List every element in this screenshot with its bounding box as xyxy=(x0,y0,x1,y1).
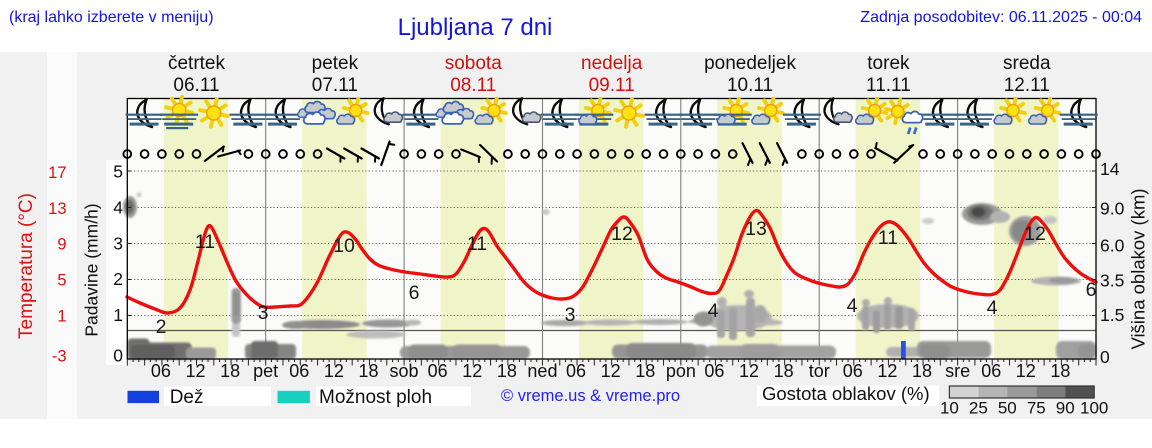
svg-text:75: 75 xyxy=(1027,399,1046,418)
svg-text:1: 1 xyxy=(113,305,123,325)
svg-text:18: 18 xyxy=(912,361,932,381)
svg-text:ponedeljek: ponedeljek xyxy=(704,53,796,74)
svg-text:pet: pet xyxy=(253,361,278,381)
svg-text:09.11: 09.11 xyxy=(589,75,635,96)
svg-text:25: 25 xyxy=(969,399,988,418)
svg-text:2: 2 xyxy=(156,316,167,338)
svg-text:06: 06 xyxy=(981,361,1001,381)
svg-text:Dež: Dež xyxy=(170,387,204,408)
svg-text:4: 4 xyxy=(708,300,719,322)
svg-text:4: 4 xyxy=(847,295,858,317)
svg-text:18: 18 xyxy=(1050,361,1070,381)
svg-text:6.0: 6.0 xyxy=(1100,236,1125,256)
svg-text:50: 50 xyxy=(998,399,1017,418)
svg-text:06.11: 06.11 xyxy=(173,75,219,96)
svg-text:© vreme.us & vreme.pro: © vreme.us & vreme.pro xyxy=(501,387,680,405)
svg-text:Možnost ploh: Možnost ploh xyxy=(319,387,432,408)
svg-text:06: 06 xyxy=(843,361,863,381)
svg-text:sre: sre xyxy=(945,361,970,381)
svg-text:3.5: 3.5 xyxy=(1100,271,1124,291)
svg-text:6: 6 xyxy=(1086,279,1097,301)
svg-text:10.11: 10.11 xyxy=(727,75,773,96)
svg-text:Temperatura (°C): Temperatura (°C) xyxy=(16,193,37,339)
svg-text:sreda: sreda xyxy=(1003,53,1051,74)
svg-text:13: 13 xyxy=(745,218,767,240)
svg-text:(kraj lahko izberete v meniju): (kraj lahko izberete v meniju) xyxy=(9,9,214,26)
svg-text:18: 18 xyxy=(635,361,655,381)
svg-text:0: 0 xyxy=(1100,347,1110,367)
svg-text:nedelja: nedelja xyxy=(581,53,643,74)
svg-text:100: 100 xyxy=(1080,399,1108,418)
svg-text:18: 18 xyxy=(358,361,378,381)
svg-text:4: 4 xyxy=(113,198,123,218)
svg-text:Ljubljana 7 dni: Ljubljana 7 dni xyxy=(398,14,553,41)
svg-text:10: 10 xyxy=(940,399,959,418)
svg-text:4: 4 xyxy=(987,297,998,319)
svg-text:08.11: 08.11 xyxy=(450,75,496,96)
svg-text:Zadnja posodobitev: 06.11.2025: Zadnja posodobitev: 06.11.2025 - 00:04 xyxy=(860,9,1142,26)
svg-text:12: 12 xyxy=(324,361,344,381)
svg-text:06: 06 xyxy=(151,361,171,381)
svg-text:9.0: 9.0 xyxy=(1100,199,1125,219)
svg-text:12: 12 xyxy=(877,361,897,381)
svg-text:ned: ned xyxy=(527,361,557,381)
svg-text:17: 17 xyxy=(48,164,66,182)
svg-text:12.11: 12.11 xyxy=(1004,75,1050,96)
svg-text:Padavine (mm/h): Padavine (mm/h) xyxy=(82,203,102,336)
svg-text:11.11: 11.11 xyxy=(866,75,911,96)
svg-text:tor: tor xyxy=(809,361,830,381)
svg-text:11: 11 xyxy=(467,233,487,255)
svg-text:07.11: 07.11 xyxy=(312,75,358,96)
svg-text:četrtek: četrtek xyxy=(168,53,226,74)
svg-text:torek: torek xyxy=(867,53,910,74)
svg-text:3: 3 xyxy=(258,302,269,324)
svg-text:sob: sob xyxy=(390,361,419,381)
svg-text:18: 18 xyxy=(774,361,794,381)
svg-text:18: 18 xyxy=(497,361,517,381)
svg-text:sobota: sobota xyxy=(445,53,502,74)
svg-text:Gostota oblakov (%): Gostota oblakov (%) xyxy=(762,383,930,404)
svg-text:1: 1 xyxy=(57,308,66,326)
svg-text:10: 10 xyxy=(333,235,355,257)
svg-text:5: 5 xyxy=(57,272,66,290)
svg-text:11: 11 xyxy=(195,231,215,253)
svg-text:14: 14 xyxy=(1100,159,1120,179)
svg-text:11: 11 xyxy=(878,227,898,249)
svg-text:12: 12 xyxy=(611,223,633,245)
svg-text:12: 12 xyxy=(185,361,205,381)
svg-text:13: 13 xyxy=(48,200,66,218)
svg-text:12: 12 xyxy=(739,361,759,381)
svg-text:12: 12 xyxy=(601,361,621,381)
svg-text:06: 06 xyxy=(289,361,309,381)
svg-text:6: 6 xyxy=(409,282,420,304)
svg-text:06: 06 xyxy=(428,361,448,381)
svg-text:Višina oblakov (km): Višina oblakov (km) xyxy=(1127,188,1148,349)
svg-text:petek: petek xyxy=(312,53,359,74)
svg-text:-3: -3 xyxy=(52,348,67,366)
svg-text:pon: pon xyxy=(666,361,696,381)
svg-text:06: 06 xyxy=(704,361,724,381)
svg-text:2: 2 xyxy=(113,269,123,289)
svg-text:90: 90 xyxy=(1056,399,1075,418)
svg-text:12: 12 xyxy=(462,361,482,381)
svg-text:12: 12 xyxy=(1016,361,1036,381)
svg-text:1.5: 1.5 xyxy=(1100,305,1124,325)
svg-text:18: 18 xyxy=(220,361,240,381)
svg-text:12: 12 xyxy=(1024,223,1046,245)
svg-text:3: 3 xyxy=(113,234,123,254)
svg-text:0: 0 xyxy=(113,345,123,365)
svg-text:9: 9 xyxy=(57,236,66,254)
svg-text:06: 06 xyxy=(566,361,586,381)
svg-text:5: 5 xyxy=(113,162,123,182)
svg-text:3: 3 xyxy=(565,304,576,326)
